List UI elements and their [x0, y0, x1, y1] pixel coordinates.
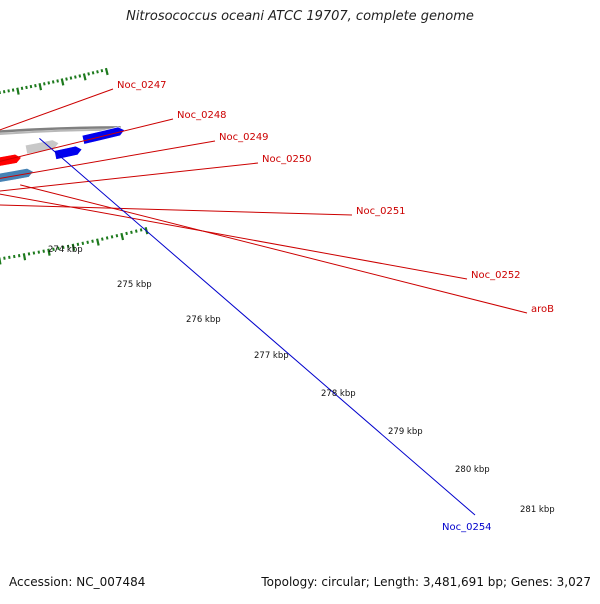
inner-minor-tick — [93, 71, 94, 74]
inner-minor-tick — [44, 82, 45, 85]
gene-label: Noc_0249 — [219, 132, 269, 143]
gene-bar-noc-0254 — [25, 140, 59, 154]
outer-minor-tick — [136, 230, 137, 233]
inner-minor-tick — [79, 75, 80, 78]
gene-label: Noc_0248 — [177, 110, 227, 121]
ruler-label: 279 kbp — [388, 427, 423, 437]
inner-minor-tick — [71, 77, 72, 80]
outer-minor-tick — [92, 240, 93, 243]
outer-minor-tick — [107, 237, 108, 240]
outer-minor-tick — [117, 234, 118, 237]
gene-label: Noc_0247 — [117, 80, 167, 91]
inner-major-tick — [40, 83, 41, 90]
ruler-labels: 274 kbp 275 kbp 276 kbp 277 kbp 278 kbp 279 k… — [48, 245, 555, 515]
gene-label: Noc_0251 — [356, 206, 406, 217]
inner-major-tick — [17, 88, 18, 95]
gene-bar-right-1 — [54, 146, 82, 159]
outer-minor-tick — [29, 252, 30, 255]
inner-minor-tick — [8, 89, 9, 92]
gene-label: Noc_0250 — [262, 154, 312, 165]
outer-minor-tick — [19, 254, 20, 257]
inner-minor-tick — [4, 90, 5, 93]
ruler-label: 274 kbp — [48, 245, 83, 255]
inner-major-tick — [106, 68, 108, 75]
outer-minor-tick — [9, 256, 10, 259]
inner-major-tick — [62, 79, 64, 86]
ruler-label: 275 kbp — [117, 280, 152, 290]
ruler-label: 276 kbp — [186, 315, 221, 325]
inner-minor-tick — [31, 85, 32, 88]
outer-minor-tick — [141, 228, 142, 231]
inner-minor-tick — [57, 80, 58, 83]
outer-minor-tick — [43, 250, 44, 253]
inner-minor-tick — [102, 69, 103, 72]
leader-line — [0, 191, 467, 279]
ruler-label: 281 kbp — [520, 505, 555, 515]
outer-major-tick — [97, 239, 99, 246]
leader-line — [39, 138, 475, 515]
outer-minor-tick — [112, 235, 113, 238]
inner-minor-tick — [13, 89, 14, 92]
gene-label: Noc_0254 — [442, 522, 492, 533]
map-title: Nitrosococcus oceani ATCC 19707, complet… — [0, 9, 600, 24]
outer-minor-tick — [39, 251, 40, 254]
inner-minor-tick — [53, 80, 54, 83]
inner-minor-tick — [75, 76, 76, 79]
gene-label: Noc_0252 — [471, 270, 521, 281]
inner-major-tick — [84, 74, 86, 81]
inner-minor-tick — [48, 81, 49, 84]
inner-minor-tick — [97, 70, 98, 73]
inner-minor-tick — [66, 78, 67, 81]
outer-minor-tick — [102, 238, 103, 241]
outer-minor-tick — [14, 255, 15, 258]
outer-minor-tick — [126, 232, 127, 235]
ruler-label: 278 kbp — [321, 389, 356, 399]
ruler-label: 277 kbp — [254, 351, 289, 361]
leader-line — [20, 185, 527, 313]
gene-label: aroB — [531, 304, 554, 315]
outer-major-tick — [24, 253, 25, 260]
inner-minor-tick — [35, 84, 36, 87]
inner-minor-tick — [26, 86, 27, 89]
inner-minor-tick — [22, 87, 23, 90]
ruler-label: 280 kbp — [455, 465, 490, 475]
accession-text: Accession: NC_007484 — [9, 575, 145, 589]
genome-stats-text: Topology: circular; Length: 3,481,691 bp… — [261, 575, 591, 589]
outer-minor-tick — [131, 231, 132, 234]
inner-minor-tick — [88, 72, 89, 75]
outer-minor-tick — [34, 252, 35, 255]
outer-major-tick — [121, 233, 123, 240]
outer-minor-tick — [87, 241, 88, 244]
